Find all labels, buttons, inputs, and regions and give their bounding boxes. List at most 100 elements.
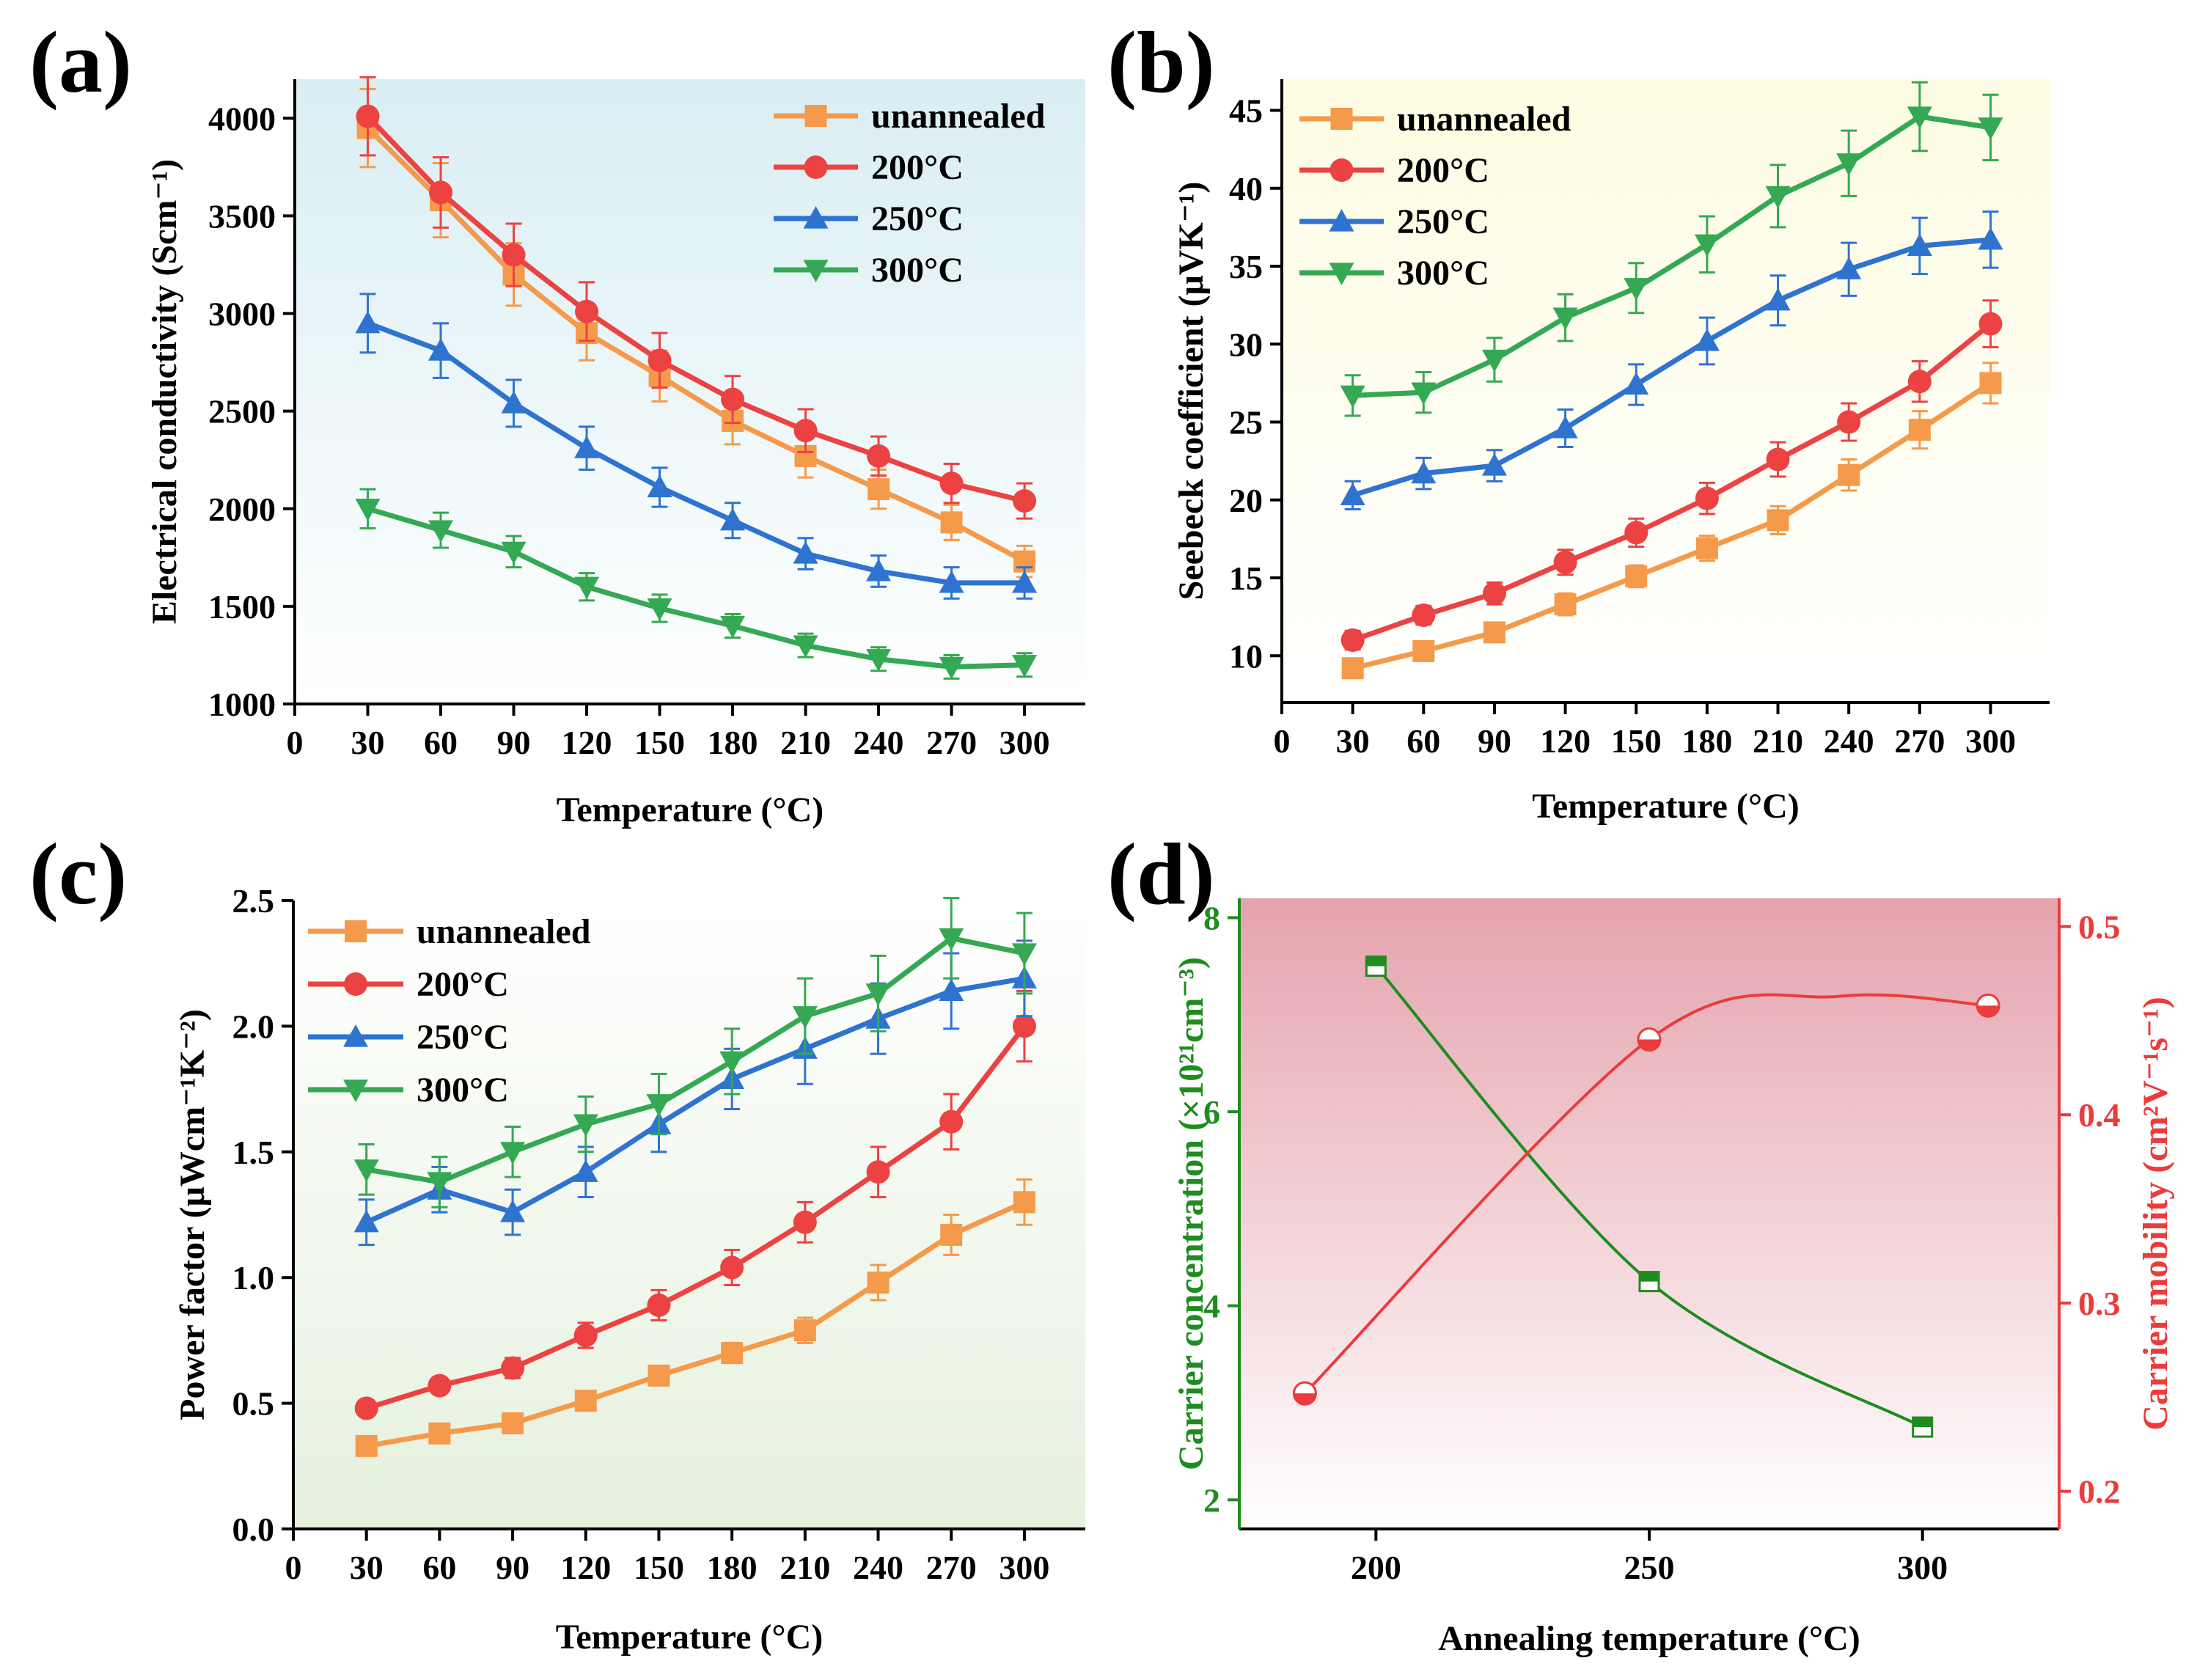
y-tick-label: 1000 <box>208 686 276 723</box>
data-point <box>1481 453 1507 476</box>
data-point <box>429 180 453 205</box>
data-point <box>1012 1014 1036 1038</box>
data-point <box>868 478 890 501</box>
legend-item: 300°C <box>1299 254 1489 293</box>
series-curve <box>1304 993 1989 1395</box>
series-line <box>365 975 1025 1225</box>
y-tick-label: 10 <box>1229 637 1263 675</box>
data-point <box>1695 486 1719 510</box>
x-tick-label: 0 <box>285 1549 302 1586</box>
data-point <box>1340 483 1365 505</box>
x-tick-label: 250 <box>1624 1549 1675 1586</box>
y-axis-label: Seebeck coefficient (μVK⁻¹) <box>1172 182 1211 601</box>
legend-label: 200°C <box>1397 151 1489 190</box>
data-point <box>939 656 964 680</box>
x-tick-label: 180 <box>707 1549 758 1586</box>
series-250c <box>355 293 1038 600</box>
data-point <box>940 511 963 534</box>
data-point <box>1978 227 2003 250</box>
legend-label: 250°C <box>1397 202 1489 241</box>
data-point <box>427 1172 452 1195</box>
x-tick-label: 180 <box>1681 722 1732 760</box>
legend-marker <box>343 1024 368 1047</box>
y-right-tick-label: 0.5 <box>2078 909 2121 946</box>
data-point <box>1412 639 1435 662</box>
data-point <box>1013 489 1037 513</box>
data-point-fill <box>1977 1005 2000 1017</box>
y-tick-label: 0.0 <box>232 1511 275 1548</box>
data-point <box>867 444 891 468</box>
x-tick-label: 270 <box>1894 722 1945 760</box>
series-line <box>1352 114 1991 398</box>
data-point <box>1907 106 1932 129</box>
data-point <box>1694 234 1720 257</box>
y-tick-label: 45 <box>1229 92 1263 130</box>
data-point <box>428 338 454 361</box>
legend-item: 200°C <box>1299 151 1489 190</box>
x-axis-label: Temperature (°C) <box>557 791 824 829</box>
data-point <box>1624 521 1648 545</box>
data-point <box>866 558 892 582</box>
panel-label: (a) <box>29 13 132 111</box>
data-point <box>573 1324 598 1348</box>
y-left-tick-label: 8 <box>1203 899 1220 936</box>
series-unannealed <box>355 1178 1035 1457</box>
panel-b: (b) 0 30 60 90 120 150 180 210 240 270 300 10 15 20 25 3… <box>1107 13 2050 826</box>
data-point-fill <box>1294 1393 1316 1405</box>
x-tick-label: 0 <box>1274 722 1291 760</box>
panel-d: (d) 200 250 300 2 4 6 8 0.2 0.3 0.4 0.5 Annealing te… <box>1107 825 2175 1658</box>
x-tick-label: 60 <box>424 724 458 761</box>
y-tick-label: 3500 <box>208 197 276 235</box>
legend-item: 200°C <box>774 148 964 187</box>
legend-marker <box>804 105 827 127</box>
data-point <box>501 541 527 565</box>
data-point <box>721 1342 744 1365</box>
data-point <box>793 1319 816 1342</box>
data-point <box>939 978 964 1002</box>
data-point <box>574 436 600 458</box>
series-300c <box>355 488 1038 680</box>
x-tick-label: 120 <box>1540 722 1591 760</box>
series-carrier-concentration <box>1365 955 1934 1438</box>
legend-marker <box>1329 209 1354 232</box>
panel-label: (c) <box>29 825 127 922</box>
x-tick-label: 90 <box>496 1549 529 1586</box>
legend-item: 300°C <box>774 251 964 290</box>
plot-background <box>1239 898 2059 1529</box>
series-line <box>366 1200 1026 1449</box>
data-point <box>428 1373 452 1398</box>
x-tick-label: 240 <box>1824 722 1874 760</box>
data-point <box>500 1200 526 1222</box>
y-tick-label: 0.5 <box>232 1385 275 1423</box>
data-point <box>428 1422 451 1445</box>
y-tick-label: 40 <box>1229 170 1263 208</box>
series-line <box>366 935 1025 1185</box>
data-point <box>648 1364 670 1387</box>
x-tick-label: 150 <box>634 724 685 761</box>
legend-marker <box>1329 158 1354 182</box>
legend-marker <box>1330 108 1353 130</box>
data-point <box>1552 416 1578 439</box>
y-axis-left-label: Carrier concentration (×10²¹cm⁻³) <box>1172 957 1211 1470</box>
y-tick-label: 2.5 <box>232 882 275 920</box>
data-point <box>1836 153 1862 176</box>
data-point <box>355 1434 378 1457</box>
data-point <box>1012 655 1038 678</box>
panel-label: (d) <box>1107 825 1215 922</box>
x-tick-label: 90 <box>497 724 531 761</box>
legend-item: 200°C <box>308 965 509 1004</box>
data-point <box>648 348 672 373</box>
data-point <box>574 1390 597 1412</box>
data-point <box>1625 565 1648 587</box>
data-point <box>1013 1191 1035 1214</box>
legend-label: 200°C <box>417 965 509 1004</box>
legend-label: unannealed <box>871 97 1046 136</box>
data-point <box>1341 657 1364 680</box>
data-point <box>428 520 454 543</box>
data-point <box>502 243 526 267</box>
series-line <box>1351 321 1992 643</box>
data-point <box>1836 257 1862 279</box>
x-tick-label: 60 <box>422 1549 456 1586</box>
data-point <box>500 1142 526 1164</box>
x-tick-label: 120 <box>562 724 612 761</box>
